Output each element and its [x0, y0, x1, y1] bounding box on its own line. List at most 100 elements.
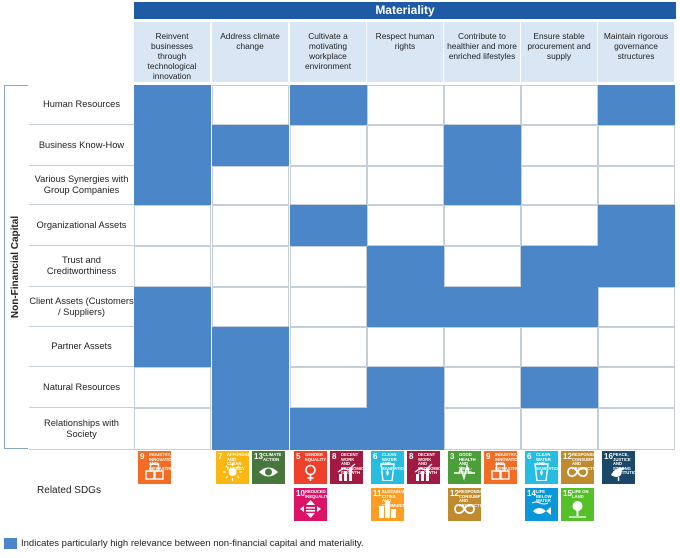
sdg-9-tile: 9Industry, innovation and infrastructure — [138, 451, 171, 484]
row-header: Natural Resources — [43, 381, 120, 392]
high-relevance-cell — [367, 408, 444, 450]
high-relevance-cell — [598, 85, 675, 125]
eye-globe-icon — [259, 467, 278, 477]
row-divider — [29, 286, 134, 287]
cubes-icon — [491, 463, 510, 480]
water-glass-icon — [534, 463, 549, 481]
high-relevance-cell — [444, 166, 521, 205]
high-relevance-cell — [444, 287, 521, 327]
equality-arrows-icon — [300, 500, 321, 518]
empty-cell — [212, 205, 289, 246]
row-divider — [29, 407, 134, 408]
empty-cell — [367, 166, 444, 205]
heartbeat-icon — [454, 463, 475, 481]
high-relevance-cell — [444, 125, 521, 166]
sdg-14-tile: 14 Life below water — [525, 488, 558, 521]
empty-cell — [598, 327, 675, 367]
empty-cell — [290, 287, 367, 327]
empty-cell — [444, 246, 521, 287]
sdg-number: 3 — [450, 452, 455, 461]
water-glass-icon — [380, 463, 395, 481]
empty-cell — [367, 125, 444, 166]
high-relevance-cell — [521, 287, 598, 327]
row-divider — [29, 326, 134, 327]
infinity-icon — [454, 503, 475, 515]
row-divider — [29, 366, 134, 367]
sdg-number: 9 — [486, 452, 491, 461]
sdg-number: 8 — [332, 452, 337, 461]
sdg-13-tile: 13 Climate action — [252, 451, 285, 484]
fish-icon — [531, 501, 551, 515]
gender-icon — [305, 464, 316, 481]
related-sdgs-label: Related SDGs — [37, 484, 101, 496]
cubes-icon — [145, 463, 164, 480]
row-header: Business Know-How — [38, 139, 125, 150]
high-relevance-cell — [598, 205, 675, 246]
row-divider — [29, 204, 134, 205]
high-relevance-cell — [290, 205, 367, 246]
column-header-1: Reinvent businesses through technologica… — [134, 22, 210, 82]
high-relevance-cell — [212, 367, 289, 408]
materiality-header: Materiality — [134, 2, 676, 19]
empty-cell — [521, 408, 598, 450]
row-header: Partner Assets — [51, 341, 112, 351]
sdg-9-tile: 9Industry, innovation and infrastructure — [484, 451, 517, 484]
empty-cell — [598, 125, 675, 166]
infinity-icon — [567, 466, 588, 478]
empty-cell — [290, 327, 367, 367]
empty-cell — [290, 166, 367, 205]
sdg-number: 14 — [527, 489, 536, 498]
empty-cell — [212, 246, 289, 287]
sdg-number: 10 — [296, 489, 305, 498]
high-relevance-cell — [212, 408, 289, 450]
empty-cell — [598, 408, 675, 450]
row-divider — [29, 245, 134, 246]
empty-cell — [290, 125, 367, 166]
sdg-12-tile: 12Responsible consumption and production — [448, 488, 481, 521]
row-divider — [29, 124, 134, 125]
high-relevance-cell — [134, 85, 211, 125]
empty-cell — [367, 327, 444, 367]
high-relevance-cell — [521, 367, 598, 408]
high-relevance-cell — [598, 246, 675, 287]
empty-cell — [521, 125, 598, 166]
empty-cell — [521, 327, 598, 367]
row-header: Client Assets (Customers / Suppliers) — [29, 295, 134, 317]
sdg-title: Climate action — [263, 452, 282, 462]
sdg-number: 8 — [409, 452, 414, 461]
row-header: Various Synergies with Group Companies — [34, 174, 129, 195]
sdg-number: 13 — [254, 452, 263, 461]
sdg-title: Affordable and clean energy — [227, 452, 249, 471]
high-relevance-cell — [521, 246, 598, 287]
empty-cell — [444, 205, 521, 246]
row-divider — [29, 165, 134, 166]
sdg-title: Life below water — [536, 489, 552, 504]
empty-cell — [598, 287, 675, 327]
column-header-4: Respect human rights — [367, 22, 443, 82]
sdg-number: 12 — [450, 489, 459, 498]
sdg-number: 6 — [527, 452, 532, 461]
empty-cell — [444, 327, 521, 367]
sdg-6-tile: 6Clean water and sanitation — [371, 451, 404, 484]
side-label: Non-Financial Capital — [10, 215, 21, 319]
column-header-6: Ensure stable procurement and supply — [521, 22, 597, 82]
sdg-11-tile: 11Sustainable cities and communities — [371, 488, 404, 521]
empty-cell — [134, 367, 211, 408]
empty-cell — [367, 85, 444, 125]
growth-chart-icon — [337, 463, 356, 481]
empty-cell — [521, 205, 598, 246]
sdg-number: 16 — [604, 452, 613, 461]
high-relevance-cell — [134, 327, 211, 367]
empty-cell — [212, 85, 289, 125]
sun-icon — [223, 463, 242, 481]
tree-icon — [569, 501, 586, 518]
sdg-title: Gender equality — [305, 452, 327, 462]
empty-cell — [444, 408, 521, 450]
sdg-number: 7 — [218, 452, 223, 461]
column-header-3: Cultivate a motivating workplace environ… — [290, 22, 366, 82]
empty-cell — [290, 367, 367, 408]
row-divider — [29, 449, 134, 450]
city-icon — [379, 501, 396, 518]
